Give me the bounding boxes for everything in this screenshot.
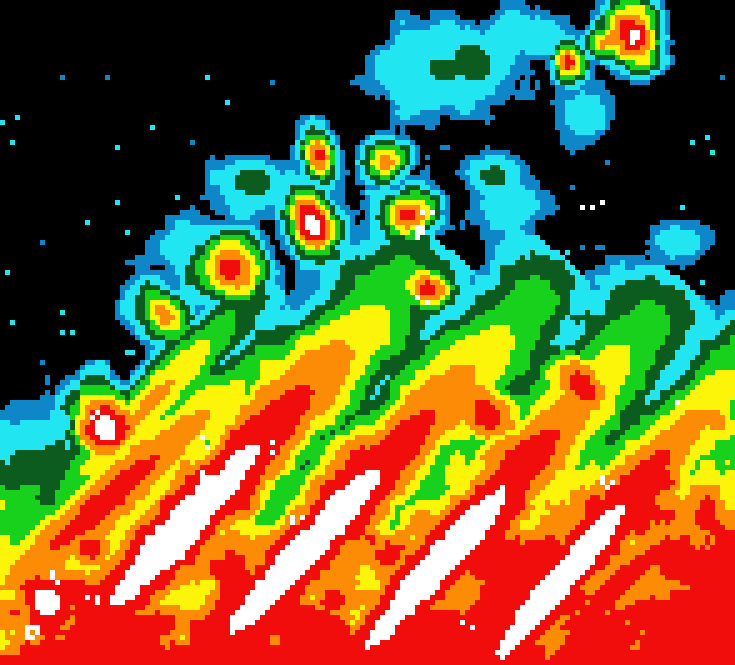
radar-reflectivity-canvas [0,0,735,665]
radar-image-viewport [0,0,735,665]
